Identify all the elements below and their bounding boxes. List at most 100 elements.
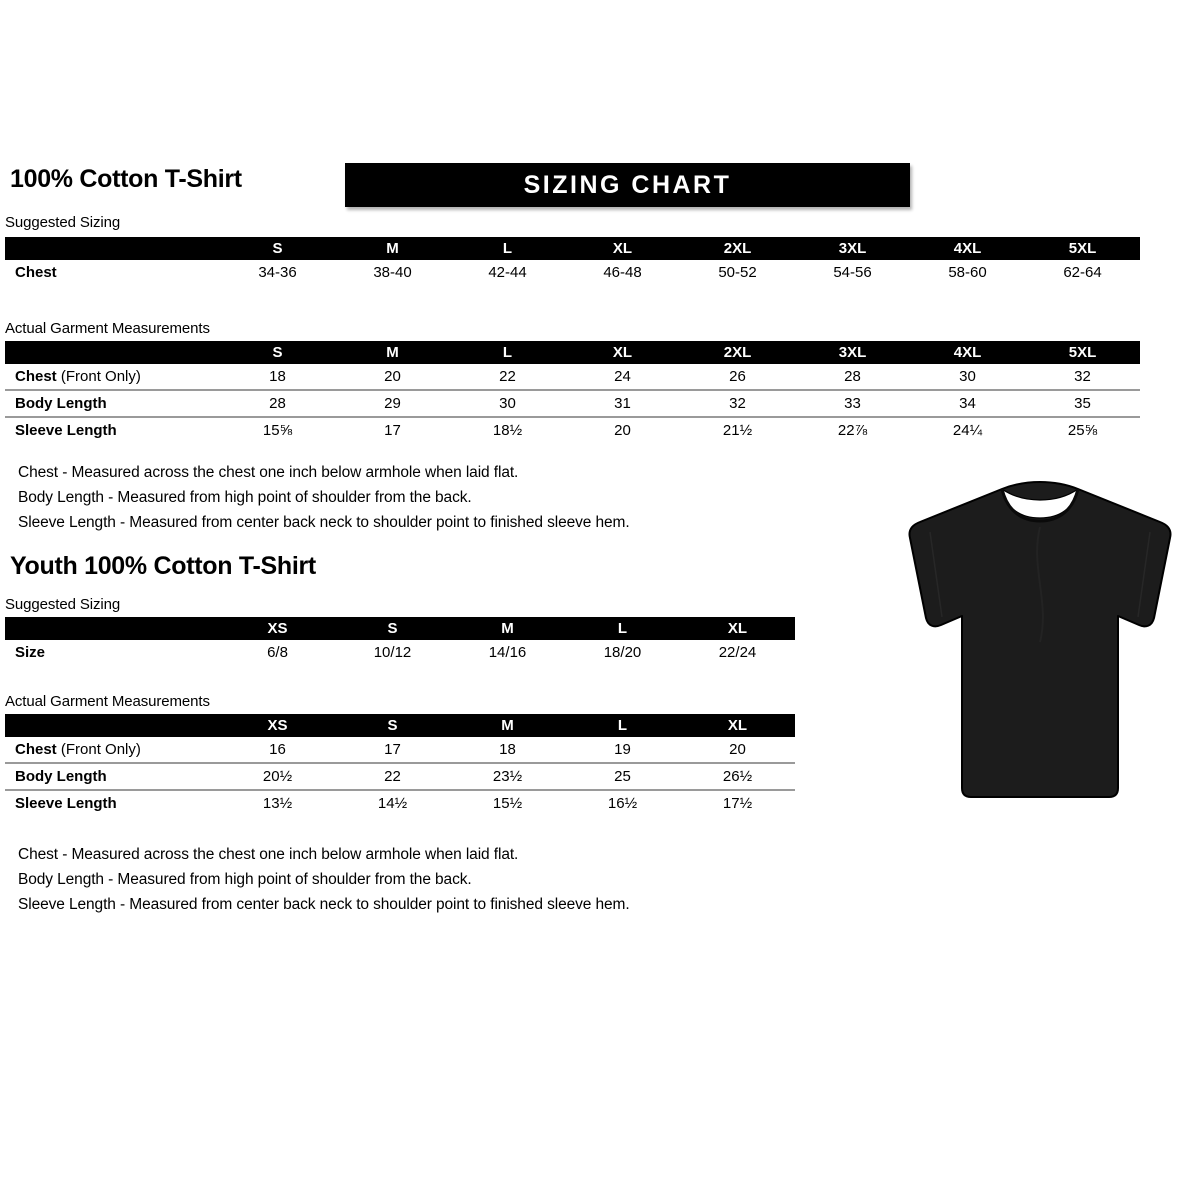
table-row: Chest (Front Only) 18 20 22 24 26 28 30 … [5,364,1140,390]
column-header-size: S [220,341,335,364]
youth-suggested-sizing-label: Suggested Sizing [5,596,121,613]
column-header-size: XL [565,237,680,260]
cell-value: 32 [1074,368,1091,385]
row-label-bold: Chest [15,368,57,385]
cell-value: 25 [565,762,680,790]
column-header-size: XL [680,617,795,640]
note-body-length: Body Length - Measured from high point o… [18,871,472,888]
cell-value: 20 [384,368,401,385]
cell-value: 26½ [680,762,795,790]
adult-actual-measurements-table: S M L XL 2XL 3XL 4XL 5XL Chest (Front On… [5,341,1140,443]
column-header-size: L [450,237,565,260]
cell-value: 23½ [450,762,565,790]
cell-value: 20½ [220,762,335,790]
cell-value: 6/8 [267,644,288,661]
column-header-size: S [335,617,450,640]
column-header-size: 2XL [680,237,795,260]
cell-value: 26 [729,368,746,385]
cell-value: 25⅝ [1025,416,1140,443]
column-header-size: M [450,714,565,737]
table-row: Size 6/8 10/12 14/16 18/20 22/24 [5,640,795,665]
cell-value: 34-36 [258,264,297,281]
column-header-size: 3XL [795,341,910,364]
column-header-size: L [565,617,680,640]
cell-value: 33 [795,389,910,417]
page-title: 100% Cotton T-Shirt [10,165,242,193]
cell-value: 15½ [450,789,565,816]
row-label-note: (Front Only) [56,368,141,385]
row-label: Chest [15,264,57,281]
cell-value: 16 [269,741,286,758]
row-label: Body Length [5,762,220,790]
youth-section-title: Youth 100% Cotton T-Shirt [10,552,316,580]
column-header-size: 3XL [795,237,910,260]
column-header-size: M [335,237,450,260]
cell-value: 22/24 [718,644,757,661]
cell-value: 50-52 [718,264,757,281]
cell-value: 31 [565,389,680,417]
youth-measurement-notes: Chest - Measured across the chest one in… [18,842,630,917]
cell-value: 24¼ [910,416,1025,443]
column-header-size: S [220,237,335,260]
row-label: Chest (Front Only) [5,737,220,763]
column-header-corner [5,341,220,364]
row-label: Body Length [5,389,220,417]
row-label: Sleeve Length [5,789,220,816]
row-label: Sleeve Length [5,416,220,443]
column-header-size: M [450,617,565,640]
table-row: Body Length 28 29 30 31 32 33 34 35 [5,389,1140,417]
cell-value: 62-64 [1063,264,1102,281]
column-header-size: 2XL [680,341,795,364]
note-body-length: Body Length - Measured from high point o… [18,489,472,506]
row-label: Chest (Front Only) [5,364,220,390]
table-row: Chest (Front Only) 16 17 18 19 20 [5,737,795,763]
youth-suggested-sizing-table: XS S M L XL Size 6/8 10/12 14/16 18/20 2… [5,617,795,665]
column-header-corner [5,237,220,260]
cell-value: 30 [450,389,565,417]
table-header-row: S M L XL 2XL 3XL 4XL 5XL [5,237,1140,260]
column-header-size: S [335,714,450,737]
column-header-corner [5,714,220,737]
table-row: Sleeve Length 15⅝ 17 18½ 20 21½ 22⅞ 24¼ … [5,416,1140,443]
cell-value: 18/20 [603,644,642,661]
cell-value: 22⅞ [795,416,910,443]
adult-suggested-sizing-label: Suggested Sizing [5,214,121,231]
cell-value: 14½ [335,789,450,816]
cell-value: 17½ [680,789,795,816]
column-header-size: XS [220,714,335,737]
row-label: Size [15,644,46,661]
table-row: Sleeve Length 13½ 14½ 15½ 16½ 17½ [5,789,795,816]
row-label-bold: Chest [15,741,57,758]
column-header-size: XL [565,341,680,364]
cell-value: 19 [614,741,631,758]
cell-value: 14/16 [488,644,527,661]
cell-value: 16½ [565,789,680,816]
adult-measurement-notes: Chest - Measured across the chest one in… [18,460,630,535]
column-header-size: L [450,341,565,364]
cell-value: 28 [844,368,861,385]
cell-value: 21½ [680,416,795,443]
table-row: Chest 34-36 38-40 42-44 46-48 50-52 54-5… [5,260,1140,285]
column-header-size: 4XL [910,237,1025,260]
adult-suggested-sizing-table: S M L XL 2XL 3XL 4XL 5XL Chest 34-36 38-… [5,237,1140,285]
cell-value: 54-56 [833,264,872,281]
row-label-note: (Front Only) [56,741,141,758]
cell-value: 58-60 [948,264,987,281]
page-header: 100% Cotton T-Shirt SIZING CHART [10,163,1190,211]
note-chest: Chest - Measured across the chest one in… [18,846,519,863]
column-header-size: L [565,714,680,737]
cell-value: 20 [565,416,680,443]
table-row: Body Length 20½ 22 23½ 25 26½ [5,762,795,790]
tshirt-icon [908,481,1172,798]
cell-value: 17 [384,741,401,758]
cell-value: 28 [220,389,335,417]
cell-value: 34 [910,389,1025,417]
cell-value: 20 [729,741,746,758]
note-sleeve-length: Sleeve Length - Measured from center bac… [18,896,630,913]
note-sleeve-length: Sleeve Length - Measured from center bac… [18,514,630,531]
cell-value: 32 [680,389,795,417]
youth-actual-measurements-label: Actual Garment Measurements [5,693,210,710]
cell-value: 24 [614,368,631,385]
cell-value: 10/12 [373,644,412,661]
cell-value: 46-48 [603,264,642,281]
